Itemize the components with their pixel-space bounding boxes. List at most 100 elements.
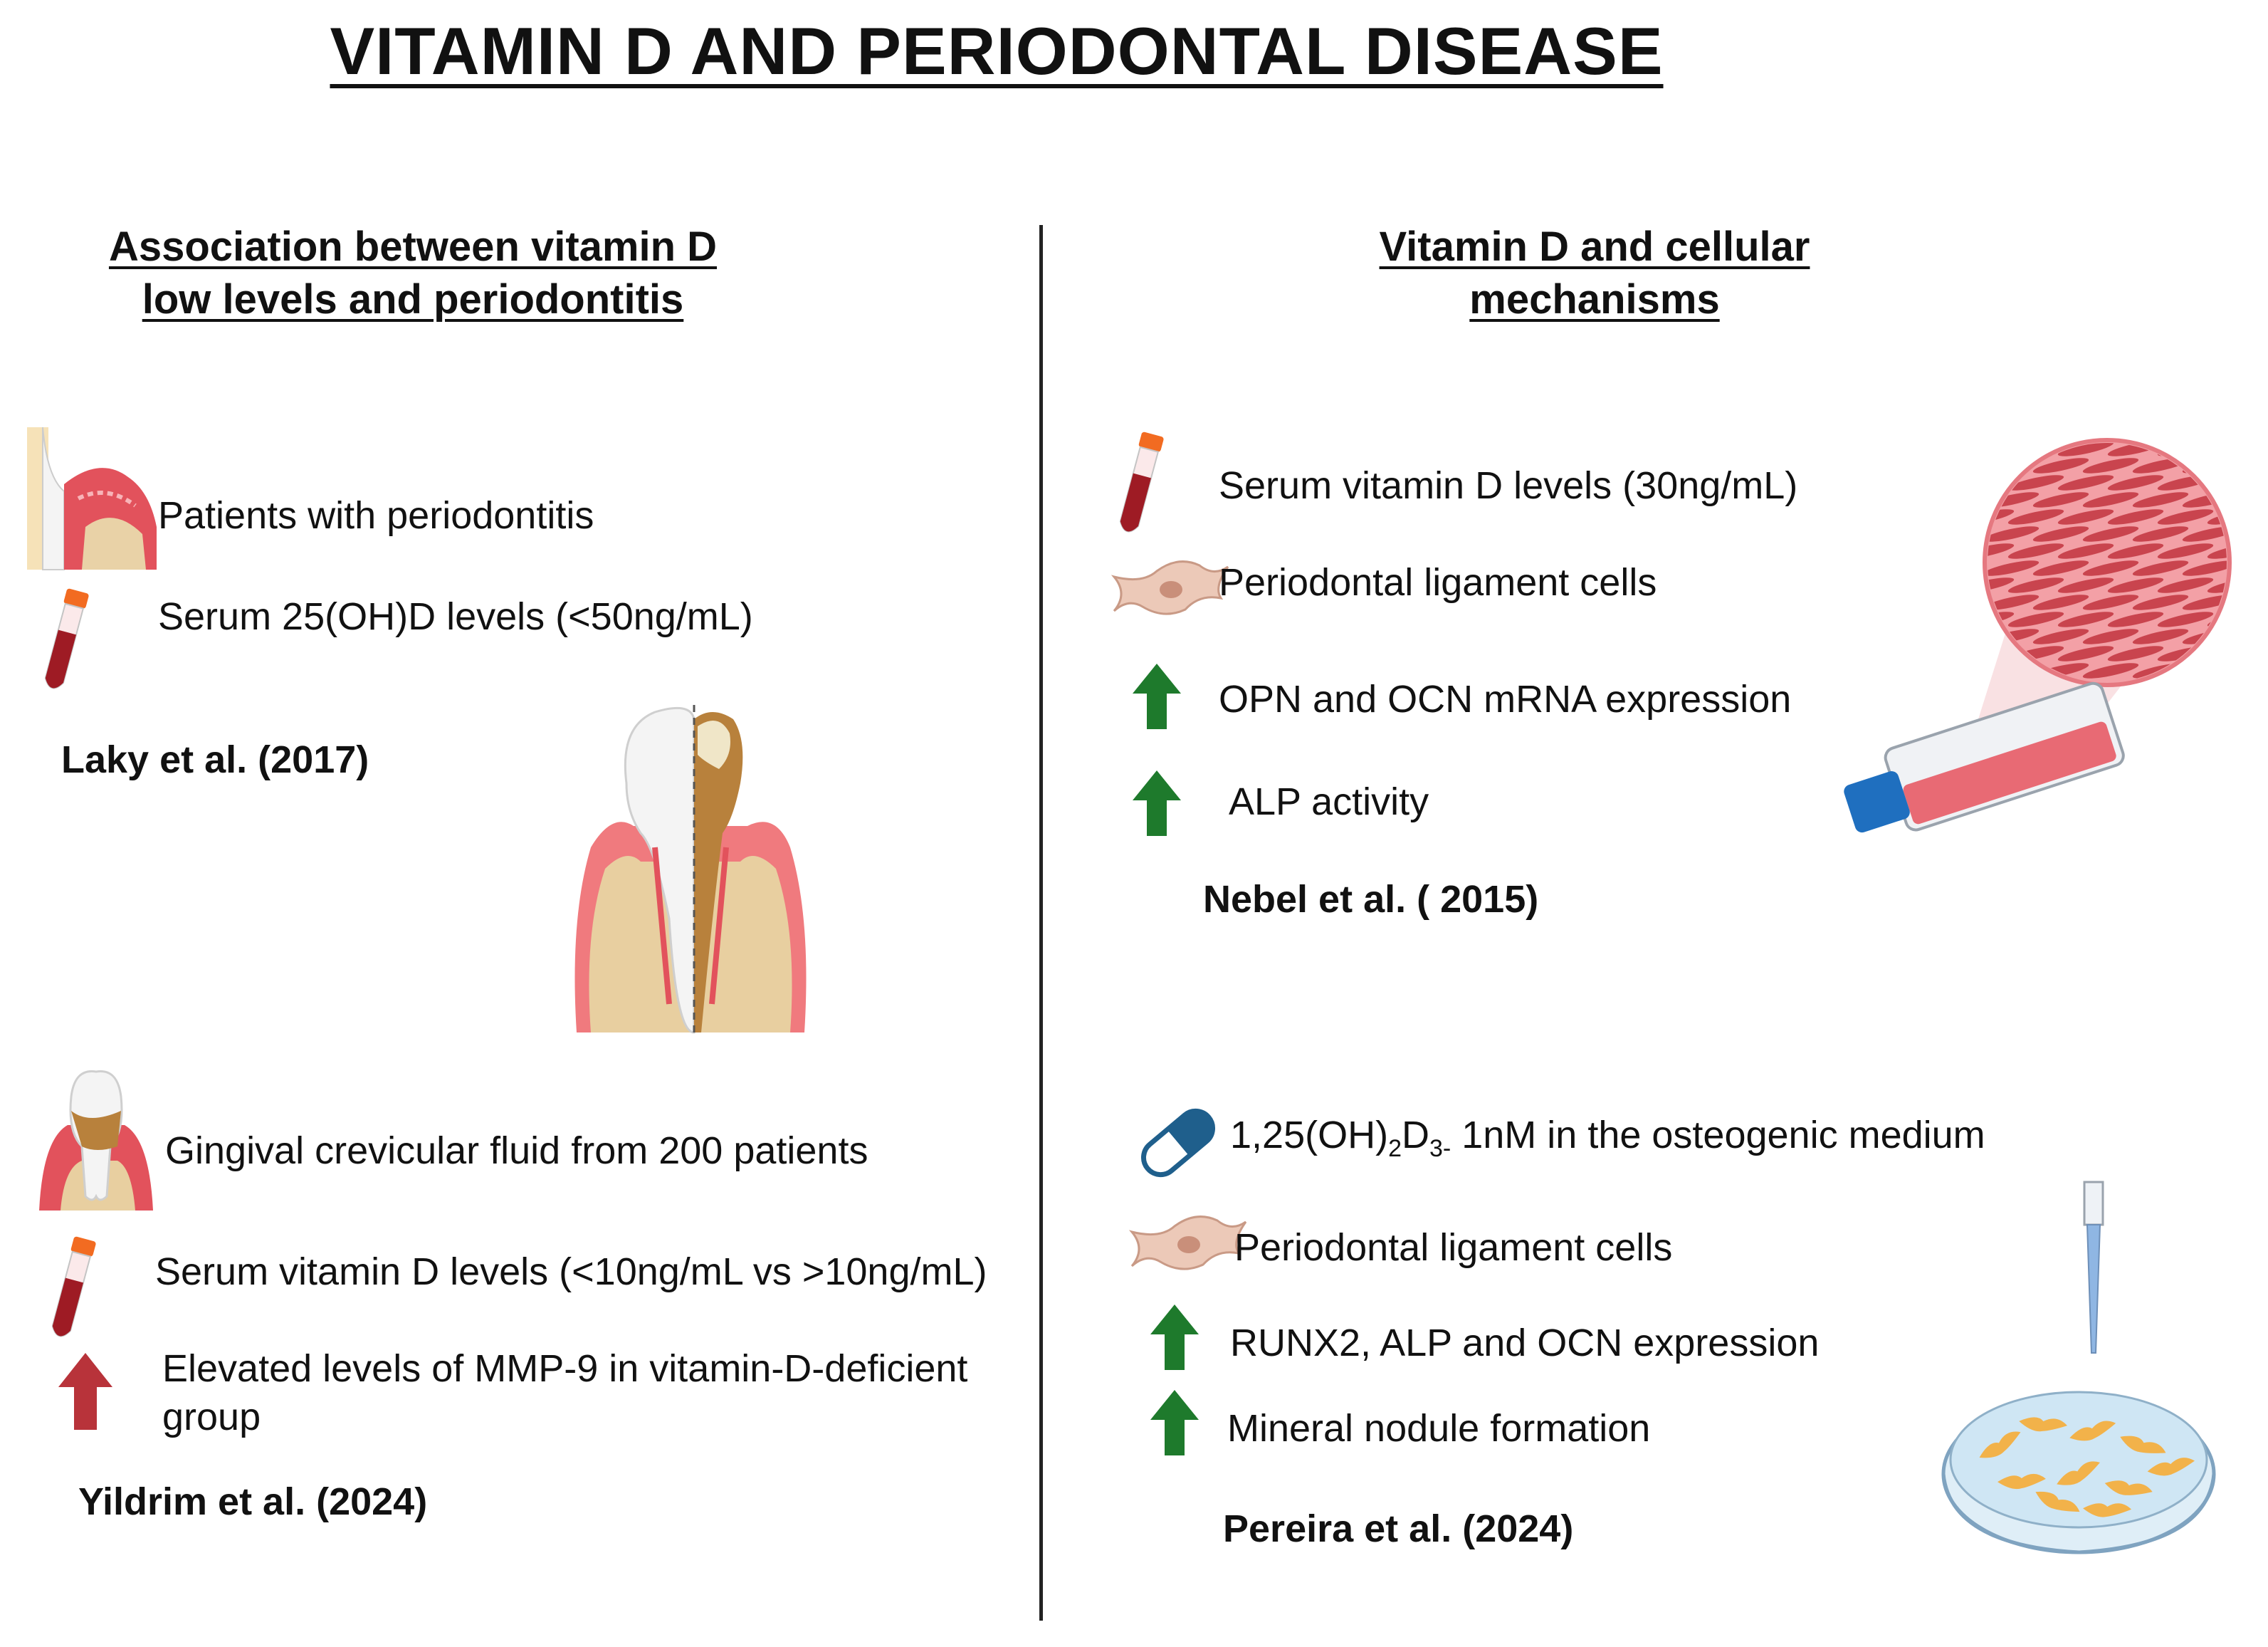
right-heading-line1: Vitamin D and cellular [1379, 224, 1810, 270]
tissue-fiber [2057, 646, 2114, 662]
tissue-fiber [2057, 509, 2114, 525]
tissue-fiber [2231, 558, 2268, 579]
item-opn-ocn: OPN and OCN mRNA expression [1219, 678, 1792, 721]
tissue-fiber [2107, 577, 2164, 593]
tissue-fiber [1988, 509, 2015, 525]
page-title: VITAMIN D AND PERIODONTAL DISEASE [330, 14, 1664, 88]
periodontitis-gum-icon [27, 427, 157, 570]
item-mineral-nodule: Mineral nodule formation [1227, 1407, 1651, 1450]
tissue-fiber [2157, 577, 2214, 593]
item-pdl-cells-1: Periodontal ligament cells [1219, 561, 1657, 604]
calcitriol-suffix: 1nM in the osteogenic medium [1451, 1114, 1985, 1156]
dish-cell [1979, 1431, 2021, 1458]
tissue-fiber [2231, 660, 2268, 681]
tissue-fiber [2082, 458, 2139, 474]
left-heading: Association between vitamin D low levels… [85, 221, 740, 326]
item-serum-vitd-30: Serum vitamin D levels (30ng/mL) [1219, 464, 1798, 507]
tissue-fiber [2107, 509, 2164, 525]
tissue-fiber [2207, 443, 2227, 456]
tissue-fiber [2082, 595, 2139, 610]
calcitriol-prefix: 1,25(OH) [1230, 1114, 1389, 1156]
tissue-fiber [2082, 560, 2139, 576]
tissue-fiber [1988, 443, 2015, 456]
tissue-fiber [2007, 543, 2064, 559]
tissue-fiber [2207, 577, 2227, 593]
tissue-fiber [2107, 543, 2164, 559]
capsule-icon [1140, 1108, 1216, 1178]
tissue-fiber [2057, 612, 2114, 627]
dish-cell [2083, 1503, 2132, 1517]
left-heading-line2: low levels and periodontitis [142, 276, 684, 323]
tissue-fiber [2207, 475, 2227, 491]
item-serum-vitd-10: Serum vitamin D levels (<10ng/mL vs >10n… [155, 1250, 987, 1293]
red-up-arrow-icon [58, 1353, 112, 1430]
tissue-fiber [1988, 577, 2015, 593]
tissue-fiber [2182, 560, 2227, 576]
column-divider [1039, 225, 1043, 1621]
tissue-fiber [2082, 663, 2139, 679]
item-alp-activity: ALP activity [1229, 780, 1429, 823]
item-serum-25ohd: Serum 25(OH)D levels (<50ng/mL) [158, 595, 753, 638]
tissue-fiber [2007, 475, 2064, 491]
citation-laky: Laky et al. (2017) [61, 738, 369, 781]
item-pdl-cells-2: Periodontal ligament cells [1234, 1226, 1673, 1269]
tissue-fiber [2057, 475, 2114, 491]
tissue-fiber [2007, 577, 2064, 593]
dish-cell [2035, 1491, 2080, 1512]
tissue-fiber [2032, 458, 2089, 474]
tissue-fiber [2057, 577, 2114, 593]
item-runx2: RUNX2, ALP and OCN expression [1230, 1322, 1820, 1364]
item-mmp9: Elevated levels of MMP-9 in vitamin-D-de… [162, 1344, 967, 1441]
tissue-fiber [1988, 560, 2039, 576]
item-mmp9-line2: group [162, 1396, 261, 1438]
dish-cell [2019, 1417, 2067, 1432]
tissue-fiber [2007, 612, 2064, 627]
tissue-fiber [2032, 560, 2089, 576]
tissue-fiber [2231, 626, 2268, 647]
tissue-fiber [2157, 612, 2214, 627]
tissue-fiber [2032, 629, 2089, 644]
dish-cell [1997, 1473, 2046, 1490]
right-heading: Vitamin D and cellular mechanisms [1267, 221, 1922, 326]
item-gingival-fluid: Gingival crevicular fluid from 200 patie… [165, 1129, 868, 1172]
green-up-arrow-icon [1150, 1304, 1199, 1370]
tissue-fiber [2157, 543, 2214, 559]
tissue-fiber [2007, 509, 2064, 525]
citation-yildrim: Yildrim et al. (2024) [78, 1480, 428, 1523]
tissue-fiber [2032, 492, 2089, 508]
tissue-fiber [2207, 646, 2227, 662]
tissue-fiber [2107, 475, 2164, 491]
green-up-arrow-icon [1150, 1390, 1199, 1455]
dish-cell [2147, 1458, 2195, 1476]
tissue-fiber [2231, 523, 2268, 545]
tissue-fiber [1988, 612, 2015, 627]
tissue-fiber [2231, 592, 2268, 613]
tissue-fiber [1988, 526, 2039, 542]
tissue-fiber [2032, 526, 2089, 542]
item-mmp9-line1: Elevated levels of MMP-9 in vitamin-D-de… [162, 1347, 968, 1390]
tissue-fiber [2231, 455, 2268, 476]
tissue-fiber [2107, 612, 2164, 627]
tissue-fiber [2207, 543, 2227, 559]
tissue-fiber [2132, 492, 2189, 508]
dish-cell [2069, 1421, 2116, 1441]
tissue-fiber [2057, 443, 2114, 456]
citation-pereira: Pereira et al. (2024) [1223, 1507, 1574, 1550]
tissue-fiber [2132, 560, 2189, 576]
calcitriol-sub2: 3- [1429, 1134, 1451, 1162]
calcitriol-mid: D [1402, 1114, 1429, 1156]
tooth-diagram-icon [574, 705, 807, 1034]
tissue-fiber [2231, 489, 2268, 511]
tissue-fiber [1988, 543, 2015, 559]
petri-dish-illustration [1941, 1181, 2216, 1554]
dish-cell [2057, 1461, 2100, 1485]
tissue-fiber [2107, 646, 2164, 662]
citation-nebel: Nebel et al. ( 2015) [1203, 878, 1539, 921]
tissue-fiber [2082, 629, 2139, 644]
left-heading-line1: Association between vitamin D [108, 224, 718, 270]
tissue-fiber [2132, 526, 2189, 542]
tissue-fiber [2057, 543, 2114, 559]
tissue-fiber [2082, 526, 2139, 542]
item-calcitriol: 1,25(OH)2D3- 1nM in the osteogenic mediu… [1230, 1111, 1985, 1173]
